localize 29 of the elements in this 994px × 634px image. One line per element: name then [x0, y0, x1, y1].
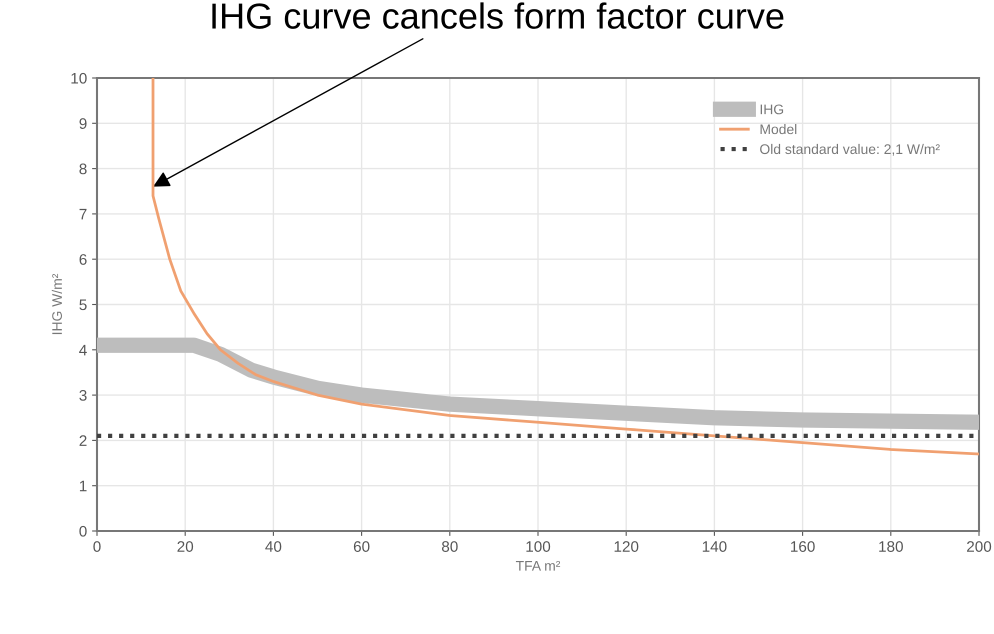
y-tick-label: 2 [80, 435, 87, 446]
y-tick-label: 0 [79, 526, 87, 537]
y-tick-label: 6 [80, 254, 87, 265]
annotation: IHG curve cancels form factor curve [212, 2, 784, 29]
x-tick-label: 60 [354, 541, 370, 552]
legend-label: Model [760, 124, 796, 134]
y-tick-label: 4 [79, 344, 87, 356]
x-tick-label: 40 [265, 541, 282, 552]
x-tick-label: 0 [93, 541, 101, 552]
x-tick-label: 100 [526, 541, 550, 552]
legend-label: Old standard value: 2,1 W/m² [760, 144, 940, 156]
x-tick-label: 20 [177, 541, 194, 552]
x-tick-label: 80 [442, 541, 458, 552]
x-axis-title: TFA m² [516, 560, 560, 571]
y-tick-label: 5 [79, 300, 87, 310]
y-axis-title: IHG W/m² [52, 274, 62, 334]
x-tick-label: 160 [791, 541, 815, 552]
x-tick-label: 180 [879, 541, 903, 552]
y-tick-label: 10 [71, 72, 87, 84]
x-tick-label: 140 [702, 541, 727, 552]
y-tick-label: 3 [79, 390, 87, 401]
y-tick-label: 7 [80, 208, 87, 220]
x-tick-label: 200 [967, 541, 992, 552]
x-tick-label: 120 [614, 541, 638, 552]
line-series [152, 78, 979, 456]
y-tick-label: 9 [80, 118, 87, 129]
legend-label: IHG [760, 104, 784, 114]
y-tick-label: 1 [80, 480, 87, 492]
y-tick-label: 8 [79, 163, 87, 174]
